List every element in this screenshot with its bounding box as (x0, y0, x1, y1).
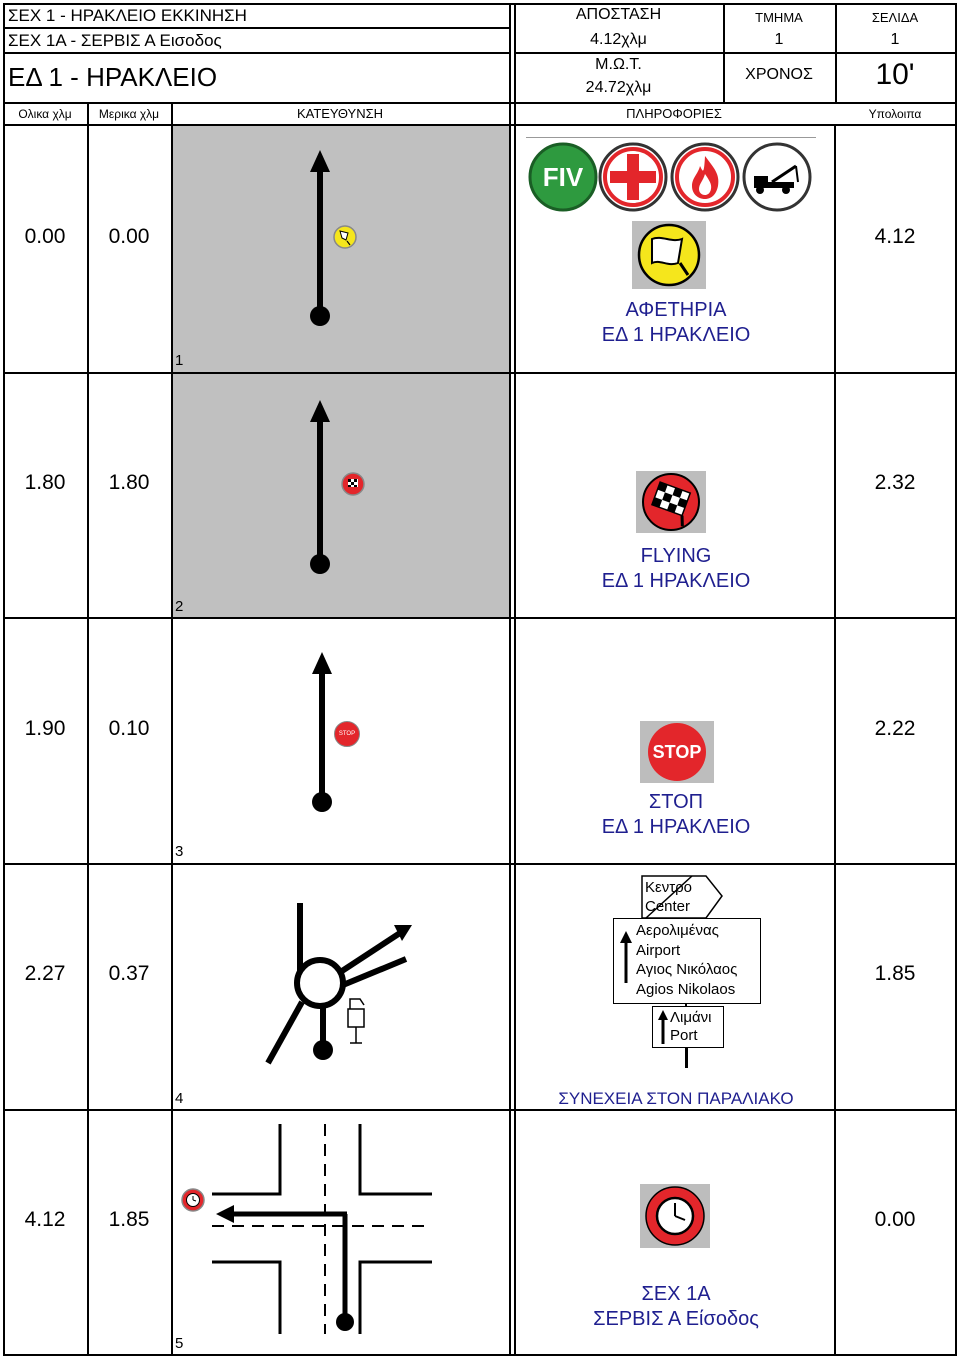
row-info-line1: ΣΕΧ 1Α (641, 1283, 711, 1305)
col-remaining: Υπολοιπα (868, 107, 922, 121)
start-flag-icon (632, 221, 706, 289)
sign-left-arrow (620, 931, 632, 983)
row-remaining-km: 2.22 (874, 717, 916, 740)
clock-small-icon (181, 1188, 205, 1212)
fiv-icon: FIV (528, 142, 598, 212)
row-number: 5 (175, 1335, 184, 1352)
checkered-flag-small-icon (341, 472, 365, 496)
row-info-line1: ΑΦΕΤΗΡΙΑ (625, 299, 727, 321)
avg-speed-label: Μ.Ω.Τ. (595, 56, 642, 73)
sign-bottom-line1: Λιμάνι (670, 1009, 712, 1026)
row-remaining-km: 0.00 (874, 1208, 916, 1231)
row-partial-km: 0.37 (108, 962, 150, 985)
safety-icons: FIV (526, 137, 816, 216)
fire-icon (670, 142, 740, 212)
row-info-line2: ΕΔ 1 ΗΡΑΚΛΕΙΟ (601, 570, 751, 592)
distance-label: ΑΠΟΣΤΑΣΗ (575, 6, 662, 23)
distance-value: 4.12χλμ (590, 31, 647, 48)
checkered-flag-icon (636, 471, 706, 533)
sign-top-line2: Center (645, 898, 691, 915)
row-total-km: 1.90 (24, 717, 66, 740)
page-value: 1 (890, 31, 900, 48)
avg-speed-value: 24.72χλμ (585, 79, 652, 96)
stop-sign-icon: STOP (640, 721, 714, 783)
row-partial-km: 1.80 (108, 471, 150, 494)
time-value: 10' (875, 58, 915, 91)
stop-sign-small-icon: STOP (334, 721, 360, 747)
row-number: 1 (175, 352, 184, 369)
row-remaining-km: 1.85 (874, 962, 916, 985)
row-total-km: 0.00 (24, 225, 66, 248)
col-direction: ΚΑΤΕΥΘΥΝΣΗ (296, 106, 384, 121)
sign-bottom-line2: Port (670, 1027, 698, 1044)
col-partial-km: Μερικα χλμ (98, 107, 160, 121)
start-flag-small-icon (333, 225, 357, 249)
sign-arrow-box (641, 875, 723, 919)
row-number: 4 (175, 1090, 184, 1107)
medical-cross-icon (598, 142, 668, 212)
direction-band-row2 (173, 374, 509, 617)
stop-sign-face: STOP (648, 723, 706, 781)
row-total-km: 2.27 (24, 962, 66, 985)
crossroads-diagram-icon (212, 1124, 432, 1334)
row-info-line2: ΕΔ 1 ΗΡΑΚΛΕΙΟ (601, 816, 751, 838)
straight-arrow-icon (310, 400, 330, 574)
direction-band-row1 (173, 126, 509, 372)
tow-truck-icon (742, 142, 812, 212)
stage-line-2: ΣΕΧ 1Α - ΣΕΡΒΙΣ Α Εισοδος (8, 31, 222, 50)
row-number: 2 (175, 598, 184, 615)
row-number: 3 (175, 843, 184, 860)
col-info: ΠΛΗΡΟΦΟΡΙΕΣ (626, 106, 722, 121)
row-info-line2: ΣΕΡΒΙΣ Α Είσοδος (593, 1308, 759, 1330)
sign-middle-line: Αερολιμένας (636, 922, 719, 939)
row-info-line1: ΣΤΟΠ (648, 791, 704, 813)
sign-middle-line: Αγιος Νικόλαος (636, 961, 738, 978)
sign-bottom-box: Λιμάνι Port (652, 1006, 724, 1048)
straight-arrow-icon (310, 150, 330, 326)
row-partial-km: 1.85 (108, 1208, 150, 1231)
clock-icon (640, 1184, 710, 1248)
sign-middle-box: Αερολιμένας Airport Αγιος Νικόλαος Agios… (613, 918, 761, 1004)
row-info-line2: ΕΔ 1 ΗΡΑΚΛΕΙΟ (601, 324, 751, 346)
svg-text:FIV: FIV (543, 162, 584, 192)
row-total-km: 4.12 (24, 1208, 66, 1231)
row-partial-km: 0.00 (108, 225, 150, 248)
section-label: ΤΜΗΜΑ (755, 10, 803, 25)
row-info-line1: FLYING (640, 545, 712, 567)
stage-line-1: ΣΕΧ 1 - ΗΡΑΚΛΕΙΟ ΕΚΚΙΝΗΣΗ (8, 6, 247, 25)
page-label: ΣΕΛΙΔΑ (871, 10, 919, 25)
sign-middle-line: Agios Nikolaos (636, 981, 736, 998)
time-label: ΧΡΟΝΟΣ (745, 66, 813, 83)
straight-arrow-icon (312, 652, 332, 812)
roundabout-diagram-icon (265, 903, 412, 1065)
road-sign: Κεντρο Center Αερολιμένας Airport Αγιος … (612, 874, 762, 1074)
sign-up-arrow (658, 1010, 668, 1044)
section-value: 1 (774, 31, 784, 48)
row-remaining-km: 2.32 (874, 471, 916, 494)
row-total-km: 1.80 (24, 471, 66, 494)
page-title: ΕΔ 1 - ΗΡΑΚΛΕΙΟ (8, 62, 218, 92)
col-total-km: Ολικα χλμ (18, 107, 72, 121)
row-info-footer: ΣΥΝΕΧΕΙΑ ΣΤΟΝ ΠΑΡΑΛΙΑΚΟ (558, 1089, 794, 1108)
sign-top-line1: Κεντρο (645, 879, 692, 896)
row-remaining-km: 4.12 (874, 225, 916, 248)
sign-middle-line: Airport (636, 942, 681, 959)
row-partial-km: 0.10 (108, 717, 150, 740)
